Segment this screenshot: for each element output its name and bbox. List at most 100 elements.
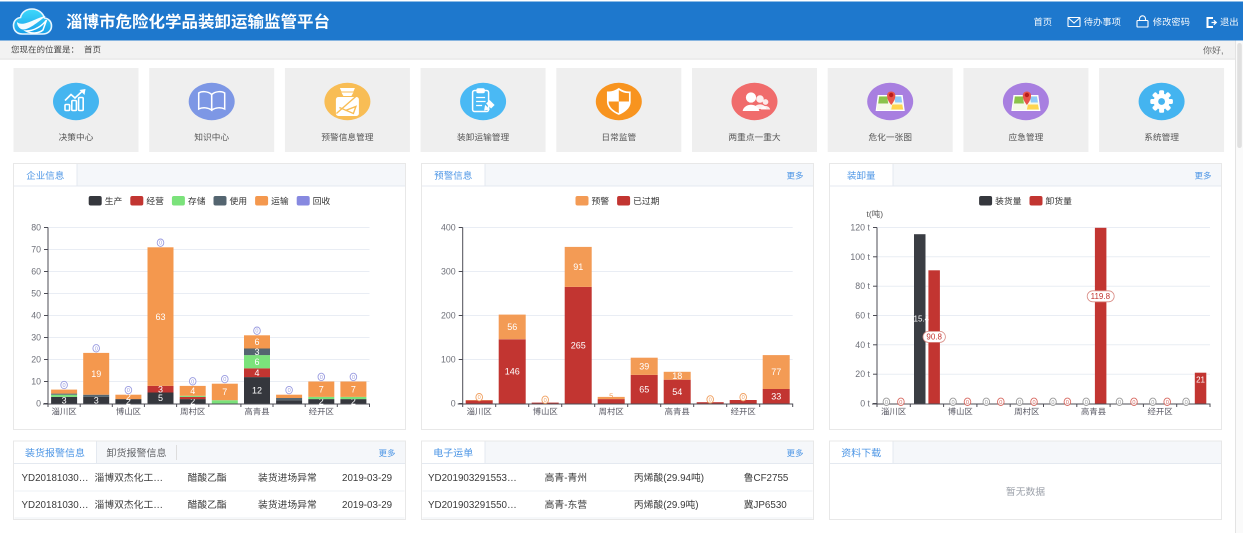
svg-text:0: 0 — [288, 388, 291, 394]
svg-text:0: 0 — [1033, 400, 1036, 406]
svg-text:5: 5 — [158, 393, 163, 403]
svg-text:-: - — [564, 500, 567, 511]
svg-text:100 t: 100 t — [850, 252, 870, 262]
svg-text:50: 50 — [31, 289, 41, 299]
svg-text:90.8: 90.8 — [926, 333, 942, 342]
svg-text:80: 80 — [31, 223, 41, 233]
svg-text:0: 0 — [36, 399, 41, 409]
svg-text:80 t: 80 t — [855, 281, 870, 291]
svg-text:,: , — [1221, 46, 1224, 56]
svg-text:…: … — [153, 473, 163, 484]
svg-text:0: 0 — [1066, 400, 1069, 406]
svg-text:63: 63 — [156, 312, 166, 322]
svg-text:0: 0 — [544, 398, 547, 404]
svg-text:2: 2 — [190, 397, 195, 407]
svg-text:0: 0 — [1118, 400, 1121, 406]
svg-text:YD20181030…: YD20181030… — [22, 473, 89, 484]
svg-text:-: - — [564, 473, 567, 484]
svg-text:100: 100 — [441, 355, 456, 365]
svg-text:200: 200 — [441, 311, 456, 321]
svg-text:0: 0 — [742, 395, 745, 401]
svg-text:0: 0 — [1018, 400, 1021, 406]
svg-text:0: 0 — [1085, 400, 1088, 406]
svg-text:4: 4 — [255, 368, 260, 378]
svg-text:t(: t( — [867, 209, 872, 219]
svg-text:40: 40 — [31, 311, 41, 321]
svg-text:0: 0 — [709, 397, 712, 403]
svg-text:20 t: 20 t — [855, 369, 870, 379]
svg-text:115.4: 115.4 — [910, 315, 930, 324]
svg-text:21: 21 — [1196, 376, 1205, 385]
svg-text:18: 18 — [672, 371, 682, 381]
svg-text:(29.94: (29.94 — [663, 473, 691, 484]
svg-text:0: 0 — [159, 241, 162, 247]
svg-text:65: 65 — [639, 384, 649, 394]
svg-text:0: 0 — [352, 375, 355, 381]
svg-text:0: 0 — [985, 400, 988, 406]
svg-text:0: 0 — [320, 375, 323, 381]
svg-text:0: 0 — [966, 400, 969, 406]
svg-text:146: 146 — [505, 367, 520, 377]
svg-text:JP6530: JP6530 — [754, 500, 788, 511]
svg-text:70: 70 — [31, 245, 41, 255]
svg-text:2: 2 — [319, 397, 324, 407]
svg-text:YD201903291550…: YD201903291550… — [428, 500, 517, 511]
svg-text:120 t: 120 t — [850, 223, 870, 233]
svg-text:400: 400 — [441, 223, 456, 233]
svg-text:0: 0 — [1166, 400, 1169, 406]
svg-text:6: 6 — [255, 357, 260, 367]
svg-text:): ) — [880, 209, 883, 219]
svg-text:0: 0 — [1132, 400, 1135, 406]
svg-text:…: … — [153, 500, 163, 511]
svg-text:0: 0 — [191, 379, 194, 385]
svg-text:3: 3 — [158, 384, 163, 394]
svg-text:7: 7 — [351, 384, 356, 394]
svg-text:0: 0 — [1185, 400, 1188, 406]
svg-text:2019-03-29: 2019-03-29 — [342, 473, 392, 484]
svg-text:40 t: 40 t — [855, 340, 870, 350]
svg-text:YD201903291553…: YD201903291553… — [428, 473, 517, 484]
svg-text:54: 54 — [672, 387, 682, 397]
svg-text:CF2755: CF2755 — [754, 473, 789, 484]
svg-text:265: 265 — [571, 340, 586, 350]
svg-text:7: 7 — [319, 384, 324, 394]
svg-text:0: 0 — [899, 400, 902, 406]
svg-text:0: 0 — [63, 383, 66, 389]
svg-text:): ) — [695, 500, 698, 511]
svg-text:39: 39 — [639, 362, 649, 372]
svg-text:30: 30 — [31, 333, 41, 343]
svg-text:0: 0 — [127, 388, 130, 394]
svg-text:4: 4 — [190, 386, 195, 396]
svg-text:5: 5 — [609, 391, 613, 400]
svg-text:2: 2 — [351, 397, 356, 407]
svg-text:3: 3 — [62, 395, 67, 405]
svg-text:60 t: 60 t — [855, 311, 870, 321]
svg-text:0: 0 — [952, 400, 955, 406]
svg-text:10: 10 — [31, 377, 41, 387]
svg-text:YD20181030…: YD20181030… — [22, 500, 89, 511]
svg-text:): ) — [701, 473, 704, 484]
svg-text:0: 0 — [451, 399, 456, 409]
svg-text:6: 6 — [255, 337, 260, 347]
svg-text:0: 0 — [255, 329, 258, 335]
svg-text:77: 77 — [771, 367, 781, 377]
svg-text:0: 0 — [223, 377, 226, 383]
svg-text:2: 2 — [126, 397, 131, 407]
svg-text:119.8: 119.8 — [1091, 292, 1111, 301]
svg-text:91: 91 — [573, 262, 583, 272]
svg-text:2: 2 — [126, 392, 131, 402]
svg-text:19: 19 — [91, 369, 101, 379]
svg-text:0: 0 — [1051, 400, 1054, 406]
svg-text:(29.9: (29.9 — [663, 500, 685, 511]
svg-text:0: 0 — [885, 400, 888, 406]
svg-text:0: 0 — [95, 346, 98, 352]
svg-text:0: 0 — [478, 395, 481, 401]
svg-text:3: 3 — [94, 395, 99, 405]
svg-text:2019-03-29: 2019-03-29 — [342, 500, 392, 511]
svg-text:20: 20 — [31, 355, 41, 365]
svg-text:300: 300 — [441, 267, 456, 277]
svg-text:3: 3 — [255, 347, 260, 357]
svg-text:7: 7 — [222, 387, 227, 397]
svg-text:0 t: 0 t — [860, 399, 870, 409]
svg-text:56: 56 — [507, 322, 517, 332]
